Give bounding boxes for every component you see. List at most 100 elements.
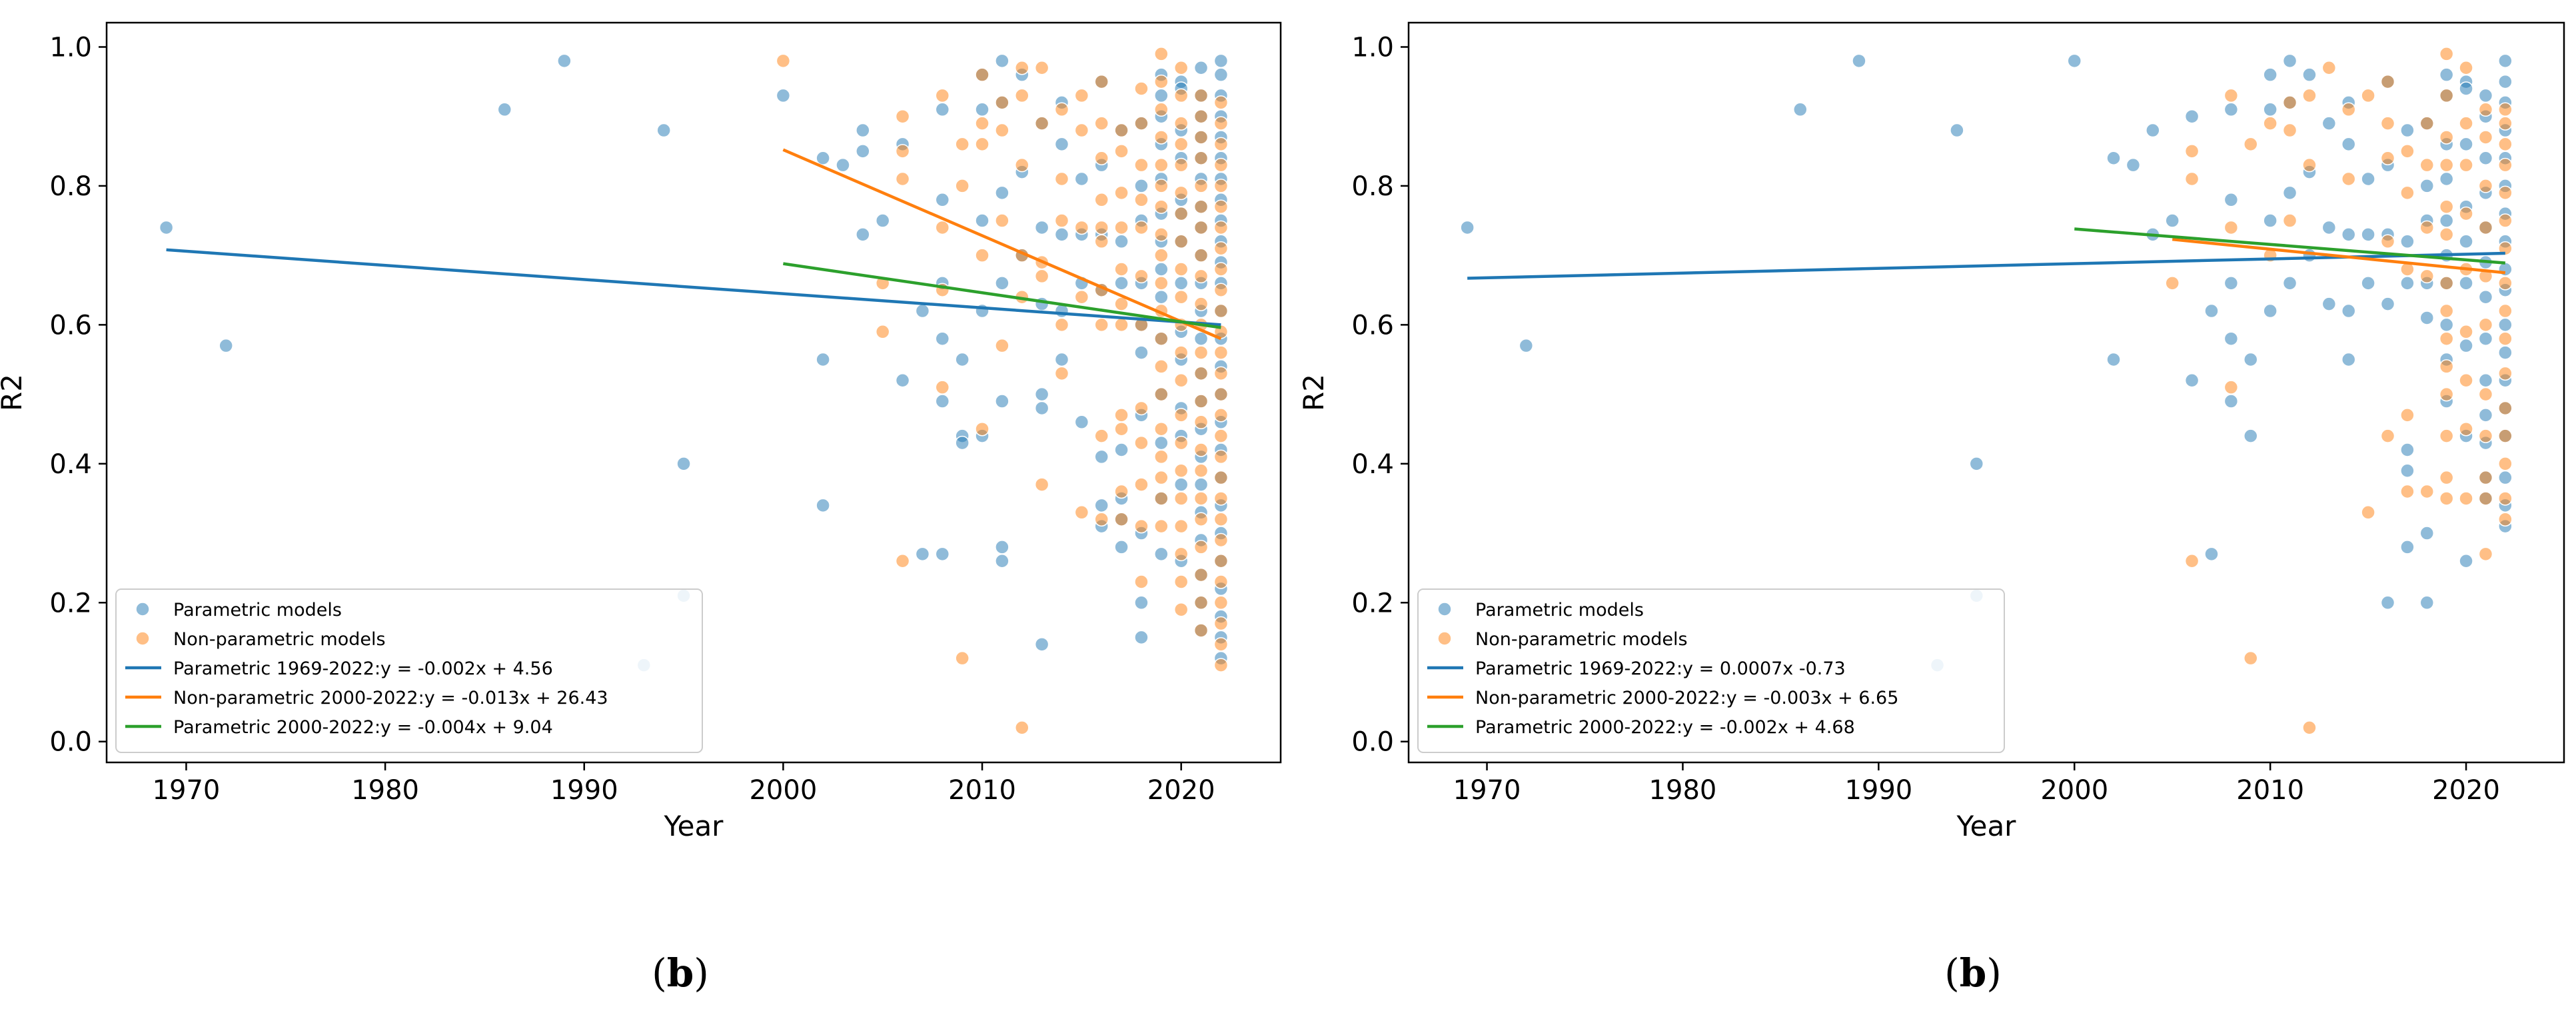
legend-entry: Non-parametric models <box>173 629 386 650</box>
legend-entry: Non-parametric models <box>1475 629 1688 650</box>
data-point <box>219 338 233 353</box>
y-tick-label: 0.2 <box>49 588 92 618</box>
data-point <box>1173 137 1189 152</box>
legend-entry: Non-parametric 2000-2022:y = -0.013x + 2… <box>173 688 608 708</box>
data-point <box>2282 95 2297 110</box>
data-point <box>2380 116 2395 131</box>
data-point <box>1114 512 1129 526</box>
data-point <box>1094 317 1109 333</box>
data-point <box>1034 477 1049 492</box>
data-point <box>1134 179 1149 193</box>
axes-frame <box>105 21 1282 764</box>
data-point <box>1034 637 1049 652</box>
data-point <box>2459 157 2473 173</box>
data-point <box>2224 102 2239 117</box>
x-tick-label: 2020 <box>1147 775 1215 806</box>
data-point <box>2204 546 2219 562</box>
data-point <box>2165 276 2180 291</box>
data-point <box>1134 630 1149 645</box>
data-point <box>1114 408 1129 423</box>
data-point <box>2498 331 2513 346</box>
data-point <box>2498 303 2513 319</box>
data-point <box>2478 317 2493 333</box>
data-point <box>1193 179 1209 193</box>
data-point <box>1074 415 1089 430</box>
legend-entry: Parametric models <box>1475 600 1644 620</box>
data-point <box>995 95 1009 110</box>
data-point <box>2459 373 2473 388</box>
data-point <box>2282 53 2297 69</box>
data-point <box>2184 553 2200 568</box>
data-point <box>1193 199 1209 214</box>
data-point <box>1213 345 1229 360</box>
data-point <box>995 213 1009 228</box>
data-point <box>1134 477 1149 492</box>
x-tick-label: 1980 <box>351 775 419 806</box>
trend-line-1 <box>782 148 1222 341</box>
data-point <box>1213 491 1229 506</box>
data-point <box>1173 276 1189 291</box>
data-point <box>1193 60 1209 75</box>
y-axis-label: R2 <box>1297 374 1330 411</box>
data-point <box>2184 144 2200 159</box>
data-point <box>1213 67 1229 82</box>
data-point <box>2439 213 2454 228</box>
data-point <box>1154 74 1169 89</box>
data-point <box>1015 60 1029 75</box>
data-point <box>1213 199 1229 214</box>
data-point <box>1173 157 1189 173</box>
data-point <box>2478 546 2493 562</box>
data-point <box>2380 151 2395 165</box>
data-point <box>2302 248 2317 263</box>
data-point <box>1134 220 1149 235</box>
data-point <box>2184 109 2200 124</box>
data-point <box>2498 116 2513 131</box>
data-point <box>1094 151 1109 165</box>
x-tick-label: 1970 <box>153 775 221 806</box>
data-point <box>995 553 1009 568</box>
data-point <box>1173 289 1189 305</box>
data-point <box>935 193 950 207</box>
data-point <box>2400 463 2415 479</box>
data-point <box>895 553 910 568</box>
x-tick-label: 2010 <box>2236 775 2304 806</box>
data-point <box>1154 276 1169 291</box>
data-point <box>2498 137 2513 152</box>
data-point <box>1154 491 1169 506</box>
legend-frame <box>115 588 703 753</box>
data-point <box>1173 463 1189 479</box>
data-point <box>1173 234 1189 249</box>
x-tick-label: 1990 <box>550 775 618 806</box>
y-tick-label: 1.0 <box>49 32 92 63</box>
data-point <box>1114 276 1129 291</box>
data-point <box>2439 303 2454 319</box>
data-point <box>1193 512 1209 526</box>
data-point <box>955 179 969 193</box>
data-point <box>2459 276 2473 291</box>
data-point <box>1193 248 1209 263</box>
data-point <box>2321 60 2337 75</box>
data-point <box>1213 95 1229 110</box>
data-point <box>1173 546 1189 562</box>
data-point <box>1213 387 1229 402</box>
x-axis-label: Year <box>664 810 724 842</box>
data-point <box>1213 303 1229 319</box>
data-point <box>975 67 989 82</box>
data-point <box>497 102 512 117</box>
data-point <box>2419 179 2435 193</box>
data-point <box>2146 123 2160 138</box>
legend-marker <box>135 602 150 616</box>
data-point <box>1154 435 1169 451</box>
data-point <box>1015 157 1029 173</box>
data-point <box>1054 171 1069 187</box>
data-point <box>2184 373 2200 388</box>
data-point <box>1015 720 1029 735</box>
data-point <box>2439 491 2454 506</box>
data-point <box>1074 220 1089 235</box>
data-point <box>1114 540 1129 554</box>
data-point <box>1793 102 1808 117</box>
data-point <box>2419 157 2435 173</box>
data-point <box>2459 338 2473 353</box>
data-point <box>1034 116 1049 131</box>
trend-line-1 <box>2172 237 2506 275</box>
